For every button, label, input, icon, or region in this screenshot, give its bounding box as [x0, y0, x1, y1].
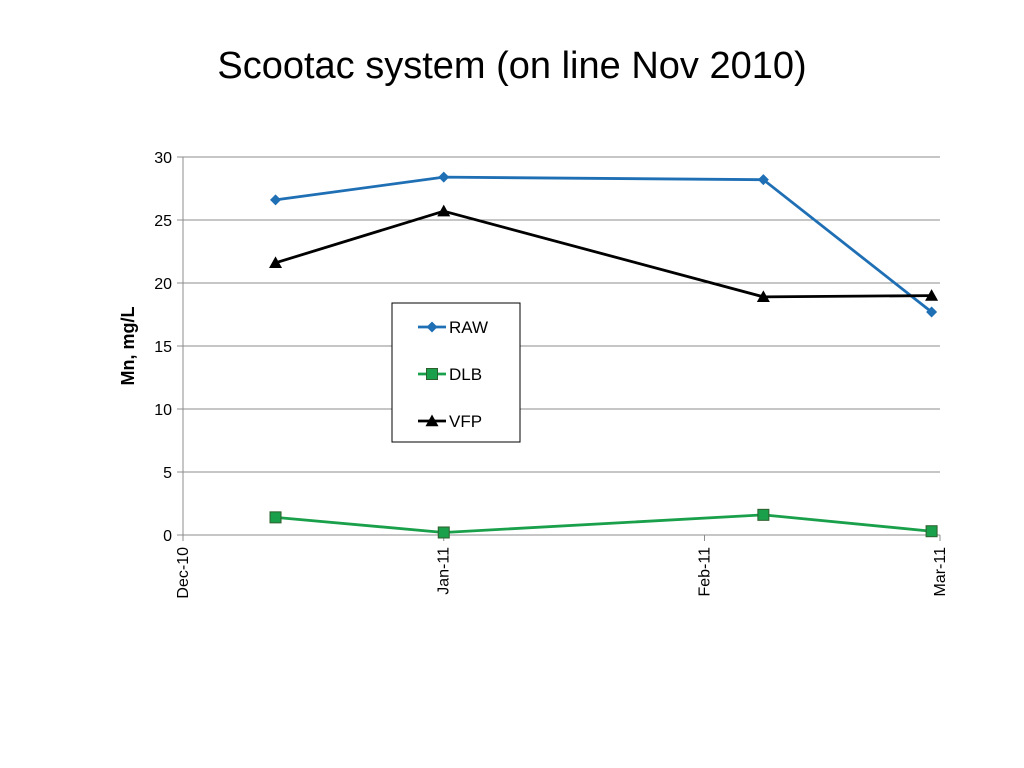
- axes: 0 5 10 15 20 25 30 Dec-10 Jan-11 Feb-11 Mar-11: [154, 150, 949, 599]
- series-raw-point: [757, 174, 769, 186]
- series-dlb-line: [275, 513, 932, 534]
- series-raw-point: [926, 306, 938, 318]
- legend-raw-label: RAW: [449, 318, 488, 337]
- x-tick-label: Mar-11: [932, 547, 949, 597]
- series-vfp-point: [925, 289, 939, 301]
- y-tick-label: 5: [163, 465, 172, 482]
- series-dlb: [269, 508, 938, 539]
- gridlines: [183, 156, 940, 473]
- series-dlb-point: [757, 508, 770, 521]
- y-axis-label: Mn, mg/L: [118, 307, 138, 386]
- legend-dlb-marker: [426, 368, 438, 380]
- series-dlb-point: [269, 511, 282, 524]
- x-tick-label: Feb-11: [696, 547, 713, 597]
- series-vfp: [269, 204, 939, 303]
- y-tick-label: 25: [154, 213, 172, 230]
- y-tick-label: 20: [154, 276, 172, 293]
- legend: RAW DLB VFP: [391, 302, 521, 443]
- y-tick-label: 0: [163, 528, 172, 545]
- legend-raw-marker: [426, 321, 438, 333]
- y-tick-label: 30: [154, 150, 172, 167]
- x-tick-label: Dec-10: [175, 547, 192, 599]
- series-vfp-point: [756, 290, 770, 303]
- series-vfp-point: [269, 256, 283, 269]
- series-dlb-point: [437, 526, 450, 539]
- series-dlb-point: [925, 525, 938, 538]
- y-tick-label: 15: [154, 339, 172, 356]
- x-tick-label: Jan-11: [436, 547, 453, 595]
- series-raw: [270, 171, 938, 318]
- series-group: [269, 171, 939, 539]
- legend-box: [391, 302, 521, 443]
- series-raw-line: [275, 175, 933, 314]
- y-tick-label: 10: [154, 402, 172, 419]
- series-raw-point: [270, 194, 282, 206]
- legend-dlb-label: DLB: [449, 365, 482, 384]
- series-raw-point: [438, 171, 450, 183]
- legend-vfp-marker: [425, 414, 439, 427]
- series-vfp-point: [437, 204, 451, 217]
- series-vfp-line: [275, 209, 932, 299]
- chart-title: Scootac system (on line Nov 2010): [217, 45, 806, 87]
- legend-vfp-label: VFP: [449, 412, 482, 431]
